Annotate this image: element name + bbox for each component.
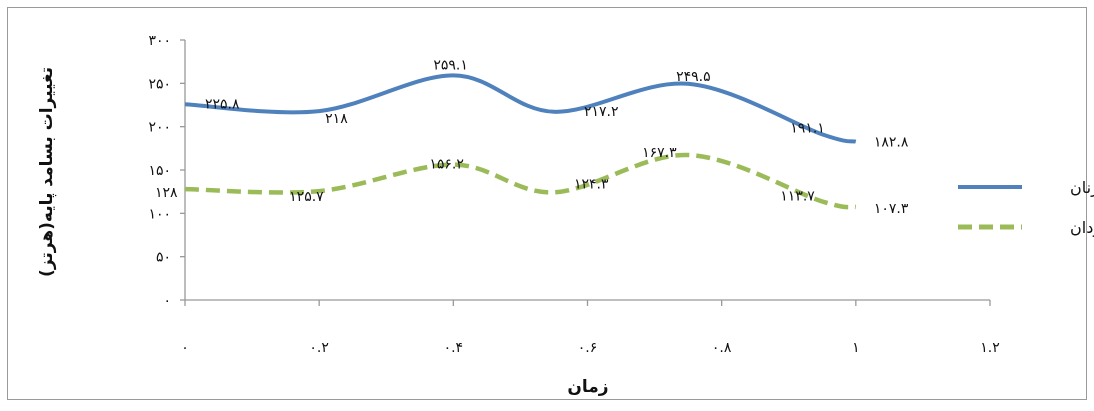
- y-tick-label: ۱۵۰: [148, 163, 171, 179]
- data-label: ۲۲۵.۸: [205, 96, 240, 112]
- data-label: ۱۹۱.۱: [790, 120, 825, 136]
- data-label: ۱۵۶.۲: [429, 157, 464, 173]
- data-label: ۱۱۳.۷: [780, 188, 815, 204]
- y-tick-label: ۳۰۰: [148, 33, 171, 49]
- data-label: ۱۲۵.۷: [289, 189, 324, 205]
- data-label: ۲۱۷.۲: [584, 104, 619, 120]
- data-label: ۱۲۸: [155, 185, 178, 201]
- x-tick-label: ۱: [852, 340, 860, 356]
- series-line-men: [184, 152, 857, 210]
- x-tick-label: ۰: [181, 340, 189, 356]
- chart-border: [7, 7, 1087, 400]
- y-tick-label: ۲۰۰: [148, 120, 171, 136]
- y-tick-label: ۲۵۰: [148, 76, 171, 92]
- x-tick-label: ۱.۲: [980, 340, 1000, 356]
- data-label: ۱۶۷.۳: [642, 145, 677, 161]
- data-label: ۲۱۸: [325, 111, 348, 127]
- x-axis-title: زمان: [567, 377, 608, 397]
- x-ticks: ۰ ۰.۲ ۰.۴ ۰.۶ ۰.۸ ۱ ۱.۲: [181, 300, 1000, 356]
- x-tick-label: ۰.۸: [712, 340, 732, 356]
- plot-area: [184, 73, 857, 210]
- data-label: ۱۰۷.۳: [874, 201, 909, 217]
- x-tick-label: ۰.۶: [578, 340, 598, 356]
- y-tick-label: ۰: [163, 293, 171, 309]
- x-tick-label: ۰.۴: [444, 340, 464, 356]
- data-label: ۲۴۹.۵: [676, 69, 711, 85]
- legend-label: مردان: [1070, 218, 1094, 238]
- legend: زنان مردان: [958, 178, 1094, 238]
- legend-label: زنان: [1070, 178, 1094, 198]
- y-tick-label: ۵۰: [156, 250, 171, 266]
- data-label: ۲۵۹.۱: [433, 57, 468, 73]
- data-label: ۱۸۲.۸: [874, 135, 909, 151]
- y-tick-label: ۱۰۰: [148, 206, 171, 222]
- y-ticks: ۰ ۵۰ ۱۰۰ ۱۵۰ ۲۰۰ ۲۵۰ ۳۰۰: [148, 33, 185, 309]
- data-labels: ۲۲۵.۸ ۲۱۸ ۲۵۹.۱ ۲۱۷.۲ ۲۴۹.۵ ۱۹۱.۱ ۱۸۲.۸ ۱۲۸ ۱۲۵.…: [155, 57, 909, 217]
- x-tick-label: ۰.۲: [309, 340, 329, 356]
- y-axis-title: تغییرات بسامد پایه(هرتز): [37, 67, 57, 277]
- data-label: ۱۲۴.۳: [574, 176, 609, 192]
- series-line-women: [184, 73, 857, 144]
